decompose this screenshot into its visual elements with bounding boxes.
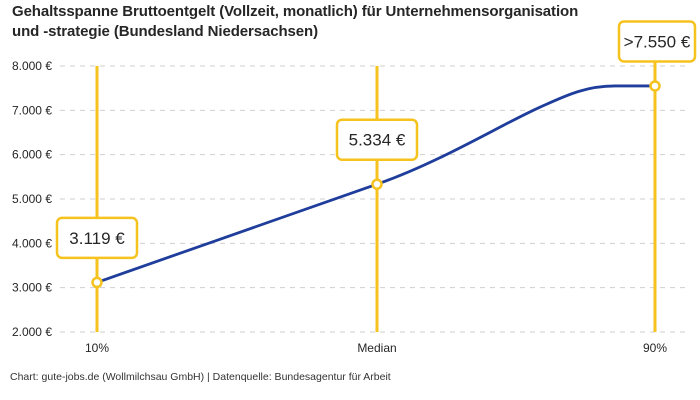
y-tick-label: 5.000 € xyxy=(12,192,52,206)
y-tick-label: 2.000 € xyxy=(12,325,52,339)
data-point-marker xyxy=(371,178,383,190)
salary-curve xyxy=(95,84,657,284)
y-tick-label: 8.000 € xyxy=(12,59,52,73)
y-tick-label: 3.000 € xyxy=(12,281,52,295)
y-tick-label: 7.000 € xyxy=(12,103,52,117)
value-label: 3.119 € xyxy=(69,229,125,248)
chart-title-line1: Gehaltsspanne Bruttoentgelt (Vollzeit, m… xyxy=(12,3,579,20)
chart-title-line2: und -strategie (Bundesland Niedersachsen… xyxy=(12,23,318,40)
value-label: >7.550 € xyxy=(624,32,691,51)
chart-title: Gehaltsspanne Bruttoentgelt (Vollzeit, m… xyxy=(12,2,578,42)
data-point-marker xyxy=(649,80,661,92)
y-tick-label: 4.000 € xyxy=(12,236,52,250)
chart-attribution: Chart: gute-jobs.de (Wollmilchsau GmbH) … xyxy=(10,371,391,383)
value-label-box xyxy=(617,20,697,63)
value-label: 5.334 € xyxy=(349,131,406,150)
x-tick-label: Median xyxy=(357,341,396,355)
y-tick-label: 6.000 € xyxy=(12,148,52,162)
x-tick-label: 90% xyxy=(643,341,667,355)
value-label-box xyxy=(55,216,139,260)
x-tick-label: 10% xyxy=(85,341,109,355)
data-point-marker xyxy=(91,276,103,289)
value-label-box xyxy=(335,118,419,161)
